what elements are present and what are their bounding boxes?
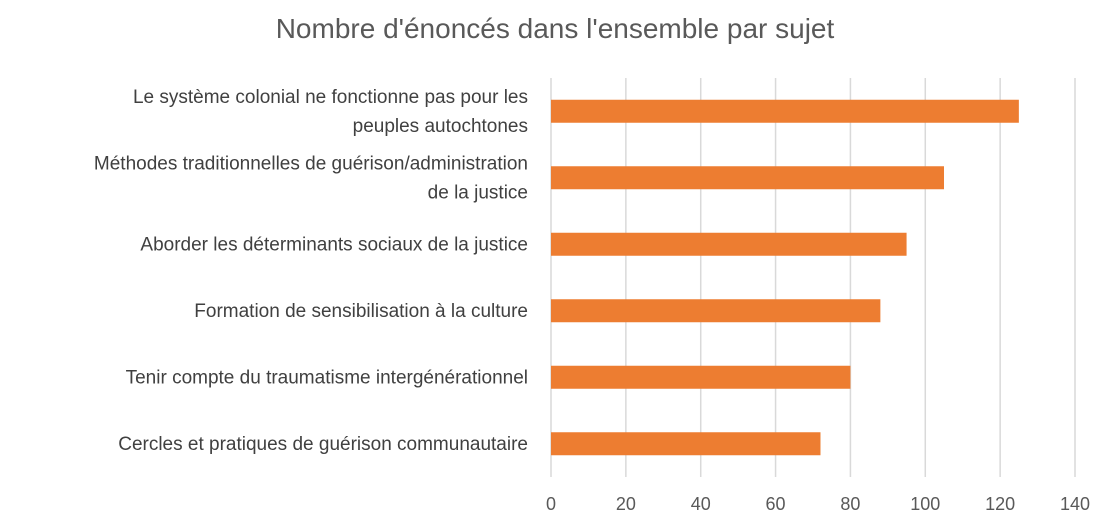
category-label: de la justice	[428, 182, 528, 203]
chart-title: Nombre d'énoncés dans l'ensemble par suj…	[276, 13, 835, 44]
x-tick-label: 80	[840, 494, 860, 514]
bar	[551, 432, 821, 456]
x-tick-label: 60	[766, 494, 786, 514]
category-label: Cercles et pratiques de guérison communa…	[118, 434, 528, 455]
category-labels: Le système colonial ne fonctionne pas po…	[94, 87, 528, 455]
x-tick-label: 40	[691, 494, 711, 514]
gridlines	[550, 78, 1076, 477]
x-axis-tick-labels: 0 20 40 60 80 100 120 140	[546, 494, 1090, 514]
bars	[551, 99, 1019, 456]
category-label: Le système colonial ne fonctionne pas po…	[133, 87, 528, 108]
x-tick-label: 100	[910, 494, 940, 514]
category-label: Méthodes traditionnelles de guérison/adm…	[94, 153, 528, 174]
category-label: Aborder les déterminants sociaux de la j…	[140, 234, 528, 255]
category-label: Tenir compte du traumatisme intergénérat…	[126, 367, 528, 388]
category-label: peuples autochtones	[353, 116, 528, 137]
x-tick-label: 120	[985, 494, 1015, 514]
x-tick-label: 20	[616, 494, 636, 514]
category-label: Formation de sensibilisation à la cultur…	[194, 301, 528, 322]
bar	[551, 232, 907, 256]
x-tick-label: 0	[546, 494, 556, 514]
bar	[551, 299, 881, 323]
bar	[551, 166, 944, 190]
x-tick-label: 140	[1060, 494, 1090, 514]
bar	[551, 99, 1019, 123]
bar	[551, 365, 851, 389]
